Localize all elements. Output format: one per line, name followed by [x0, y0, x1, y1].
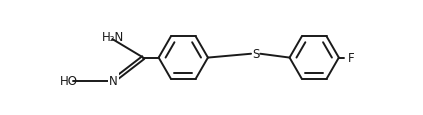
Text: H₂N: H₂N — [102, 31, 124, 44]
Text: N: N — [109, 75, 118, 87]
Text: HO: HO — [60, 75, 78, 87]
Text: F: F — [348, 52, 355, 65]
Text: S: S — [252, 48, 259, 61]
